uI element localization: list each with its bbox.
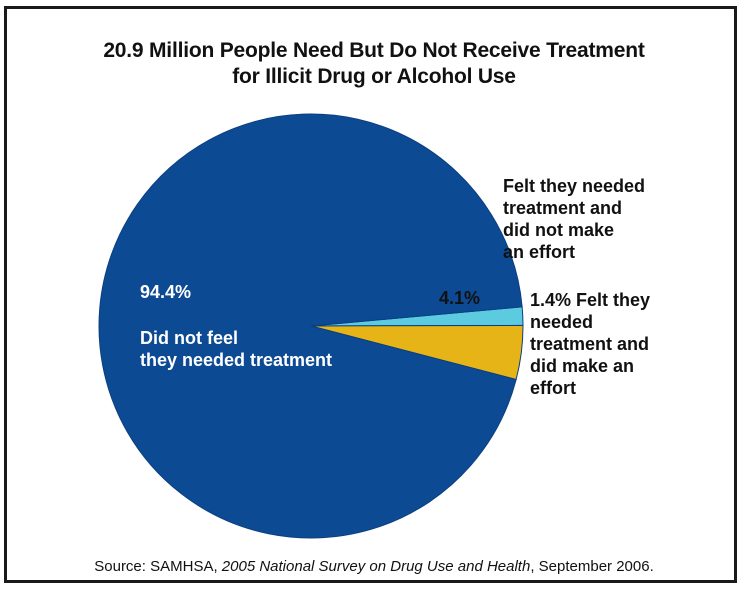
chart-title-line-2: for Illicit Drug or Alcohol Use <box>232 65 516 88</box>
slice-label-made-effort: 1.4% Felt they needed treatment and did … <box>530 289 650 399</box>
source-note: Source: SAMHSA, 2005 National Survey on … <box>94 558 654 575</box>
slice-label-line: an effort <box>503 242 575 262</box>
slice-label-line: 1.4% Felt they <box>530 290 651 310</box>
chart-title-line-1: 20.9 Million People Need But Do Not Rece… <box>103 39 645 62</box>
slice-label-line: treatment and <box>503 198 623 218</box>
slice-label-line: effort <box>530 378 576 398</box>
slice-label-line: treatment and <box>530 334 650 354</box>
slice-label-line: did not make <box>503 220 615 240</box>
slice-label-line: Felt they needed <box>503 176 646 196</box>
slice-label-not-felt-needed: Did not feel they needed treatment <box>140 327 332 371</box>
slice-label-line: Did not feel <box>140 328 238 348</box>
slice-label-line: did make an <box>530 356 635 376</box>
slice-label-line: needed <box>530 312 594 332</box>
slice-label-line: they needed treatment <box>140 350 333 370</box>
slice-value-label-no-effort: 4.1% <box>439 288 481 308</box>
source-publication: 2005 National Survey on Drug Use and Hea… <box>221 558 531 575</box>
pie-slice-not-felt-needed <box>98 113 523 539</box>
slice-value-label-made-effort: 1.4% <box>530 290 572 310</box>
chart-title: 20.9 Million People Need But Do Not Rece… <box>0 38 748 90</box>
slice-label-no-effort: Felt they needed treatment and did not m… <box>503 175 645 263</box>
slice-value-label-not-felt-needed: 94.4% <box>140 282 192 302</box>
